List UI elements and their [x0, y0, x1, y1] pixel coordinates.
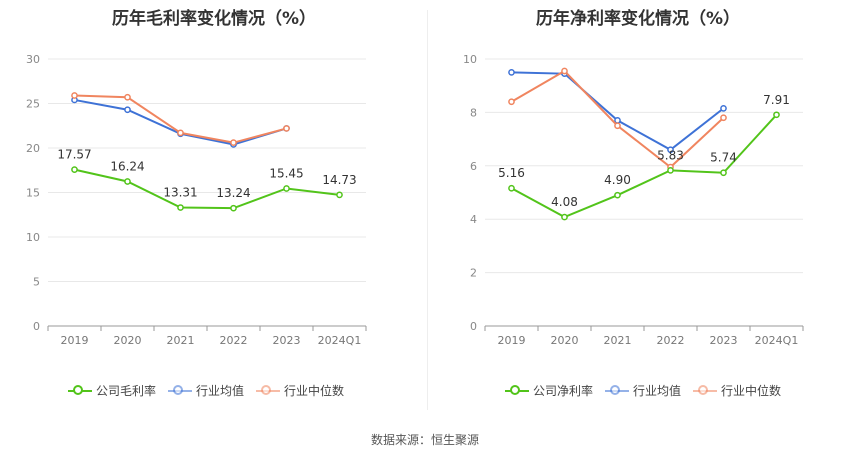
left-xtick-label: 2022: [220, 334, 248, 347]
right-legend-item[interactable]: 公司净利率: [505, 382, 593, 399]
legend-line-marker-icon: [168, 384, 193, 398]
left-data-point: [124, 178, 131, 185]
left-ytick-label: 30: [26, 53, 40, 66]
right-data-point: [561, 67, 568, 75]
right-data-point: [614, 191, 621, 199]
right-xtick-label: 2021: [604, 334, 632, 347]
left-data-point: [71, 166, 78, 173]
right-legend-item[interactable]: 行业中位数: [693, 382, 781, 399]
right-data-point: [667, 146, 674, 154]
left-data-label: 17.57: [57, 148, 91, 162]
right-chart-title: 历年净利率变化情况（%）: [535, 9, 741, 29]
right-data-point: [614, 122, 621, 130]
legend-line-marker-icon: [505, 384, 529, 398]
right-data-point: [614, 117, 621, 124]
right-legend-label: 行业中位数: [721, 384, 782, 398]
right-ytick-label: 4: [470, 213, 477, 226]
left-legend-item[interactable]: 公司毛利率: [68, 382, 156, 399]
left-xtick-label: 2020: [114, 334, 142, 347]
left-data-point: [177, 204, 184, 211]
right-data-point: [720, 169, 727, 177]
right-data-point: [508, 98, 515, 106]
right-data-label: 5.16: [498, 166, 525, 180]
right-data-label: 5.83: [657, 148, 684, 162]
right-ytick-label: 8: [470, 106, 477, 119]
right-data-point: [773, 111, 780, 119]
legend-line-marker-icon: [256, 384, 281, 398]
legend-line-marker-icon: [693, 384, 718, 398]
left-chart-legend: 公司毛利率 行业均值 行业中位数: [68, 382, 356, 399]
left-data-label: 15.45: [269, 166, 303, 180]
left-data-point: [124, 93, 131, 101]
left-ytick-label: 5: [33, 276, 40, 289]
left-chart-title: 历年毛利率变化情况（%）: [111, 9, 317, 29]
left-xtick-label: 2021: [167, 334, 195, 347]
right-data-label: 7.91: [763, 93, 790, 107]
right-xtick-label: 2020: [551, 334, 579, 347]
right-data-point: [561, 213, 568, 221]
left-data-point: [177, 129, 184, 137]
right-ytick-label: 0: [470, 320, 477, 333]
left-ytick-label: 25: [26, 98, 40, 111]
right-series-line-0: [511, 114, 778, 219]
right-legend-label: 行业均值: [633, 384, 682, 398]
left-data-label: 16.24: [110, 159, 144, 173]
left-data-label: 13.31: [163, 186, 197, 200]
left-ytick-label: 20: [26, 142, 40, 155]
left-xtick-label: 2024Q1: [318, 334, 362, 347]
left-legend-label: 公司毛利率: [96, 384, 157, 398]
right-xtick-label: 2019: [498, 334, 526, 347]
legend-line-marker-icon: [605, 384, 630, 398]
left-ytick-label: 10: [26, 231, 40, 244]
net-margin-chart: 0 2 4 6 8 10 2019 2020 2021 2022 2023 2024Q1 5.16 4.0…: [463, 53, 804, 347]
left-legend-item[interactable]: 行业中位数: [256, 382, 344, 399]
right-data-label: 4.08: [551, 195, 578, 209]
chart-divider: [427, 10, 428, 410]
left-legend-label: 行业均值: [196, 384, 245, 398]
left-xtick-label: 2023: [273, 334, 301, 347]
left-legend-label: 行业中位数: [284, 384, 345, 398]
left-ytick-label: 0: [33, 320, 40, 333]
right-data-point: [720, 114, 727, 122]
right-legend-label: 公司净利率: [533, 384, 594, 398]
left-data-point: [230, 139, 237, 147]
left-data-point: [71, 92, 78, 99]
left-legend-item[interactable]: 行业均值: [168, 382, 244, 399]
right-data-point: [667, 166, 674, 174]
right-ytick-label: 2: [470, 267, 477, 280]
right-ytick-label: 6: [470, 160, 477, 173]
right-data-point: [720, 105, 727, 112]
right-data-point: [508, 184, 515, 192]
left-xtick-label: 2019: [61, 334, 89, 347]
left-data-point: [283, 125, 290, 132]
left-data-point: [283, 185, 290, 192]
right-data-point: [508, 69, 515, 76]
left-data-label: 14.73: [322, 173, 356, 187]
right-data-label: 4.90: [604, 173, 631, 187]
gross-margin-chart: 0 5 10 15 20 25 30 2019 2020 2021 2022 2023 2024Q1 17…: [26, 53, 367, 347]
legend-line-marker-icon: [68, 384, 92, 398]
right-legend-item[interactable]: 行业均值: [605, 382, 681, 399]
right-ytick-label: 10: [463, 53, 477, 66]
left-data-point: [336, 191, 343, 199]
right-chart-legend: 公司净利率 行业均值 行业中位数: [505, 382, 793, 399]
right-data-label: 5.74: [710, 151, 737, 165]
data-source-note: 数据来源：恒生聚源: [370, 433, 479, 447]
right-xtick-label: 2024Q1: [755, 334, 799, 347]
left-data-point: [230, 204, 237, 212]
left-ytick-label: 15: [26, 187, 40, 200]
right-xtick-label: 2023: [710, 334, 738, 347]
left-data-label: 13.24: [216, 186, 250, 200]
right-xtick-label: 2022: [657, 334, 685, 347]
left-series-line-0: [74, 168, 340, 210]
left-data-point: [124, 106, 131, 114]
